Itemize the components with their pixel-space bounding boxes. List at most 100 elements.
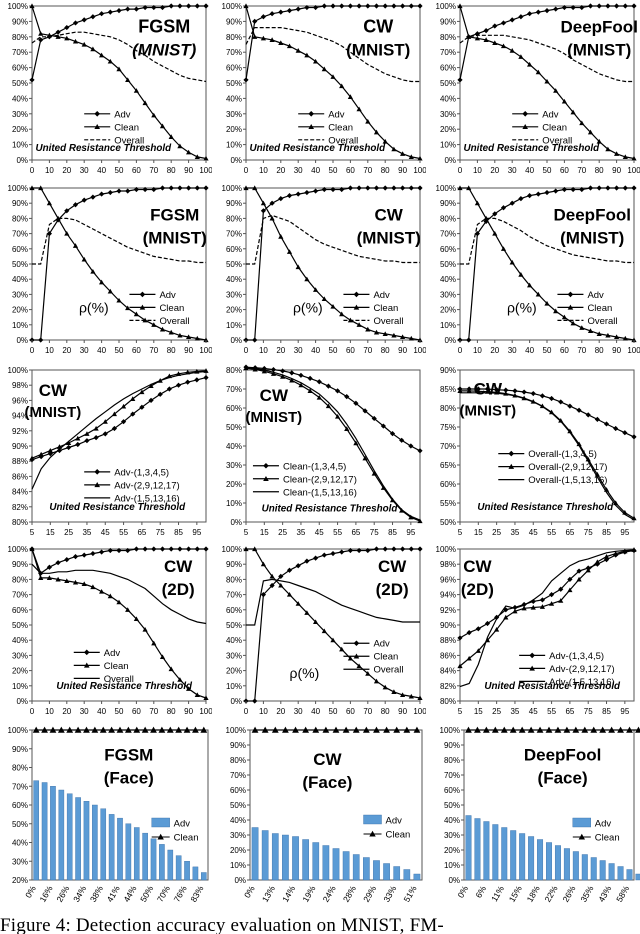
y-tick-label: 0% xyxy=(230,518,242,527)
chart-subtitle: (MNIST) xyxy=(567,40,631,59)
series-2-point xyxy=(535,69,541,75)
x-tick-label: 100 xyxy=(199,346,212,355)
series-1-point xyxy=(356,185,362,191)
y-tick-label: 100% xyxy=(8,184,28,193)
series-2-point xyxy=(475,388,481,394)
series-2-point xyxy=(64,231,70,236)
y-axis: 0% 10% 20% 30% 40% 50% 60% 70% 80% 90% 100% xyxy=(440,726,464,885)
series-1-point xyxy=(295,563,301,569)
series-1-point xyxy=(373,185,380,191)
y-tick-label: 10% xyxy=(226,682,242,691)
series-1-point xyxy=(177,546,183,552)
series-2-point xyxy=(334,413,341,419)
chart-title: CW xyxy=(378,557,407,576)
chart-subtitle: (MNIST) xyxy=(132,40,197,59)
clean-point xyxy=(99,726,107,733)
clean-point xyxy=(91,726,99,733)
series-2-point xyxy=(243,3,249,9)
x-axis: 0 10 20 30 40 50 60 70 80 90 100 xyxy=(244,340,426,355)
legend-label: Adv xyxy=(373,639,390,650)
x-axis: 5 15 25 35 45 55 65 75 85 95 xyxy=(30,522,202,537)
y-tick-label: 10% xyxy=(440,141,456,150)
x-tick-label: 10 xyxy=(259,166,268,175)
y-tick-label: 30% xyxy=(440,110,456,119)
clean-point xyxy=(66,726,74,733)
x-tick-label: 16% xyxy=(38,884,55,904)
y-tick-label: 86% xyxy=(12,472,28,481)
bar xyxy=(50,786,56,881)
chart-panel-11: 0% 10% 20% 30% 40% 50% 60% 70% 80% 90% 100% 0 10 20 30… xyxy=(214,543,426,721)
series-2-point xyxy=(194,335,200,341)
series-1-point xyxy=(548,592,555,598)
x-tick-label: 95 xyxy=(620,707,629,716)
bar xyxy=(322,845,330,881)
series-1-point xyxy=(544,8,550,14)
series-2-point xyxy=(81,41,87,47)
series-1-point xyxy=(408,546,414,552)
series-2-point xyxy=(567,587,573,593)
series-1-point xyxy=(605,3,611,9)
clean-point xyxy=(261,726,269,733)
x-tick-label: 80 xyxy=(167,166,176,175)
x-tick-label: 80 xyxy=(381,166,390,175)
series-line-3 xyxy=(460,392,635,521)
y-tick-label: 50% xyxy=(12,621,28,630)
x-tick-label: 65 xyxy=(137,528,146,537)
legend-marker xyxy=(139,291,146,298)
chart-subtitle: (MNIST) xyxy=(25,404,82,421)
series-1-point xyxy=(334,388,341,394)
clean-point xyxy=(500,726,508,733)
series-2-point xyxy=(107,593,113,599)
y-tick-label: 90% xyxy=(226,17,242,26)
y-tick-label: 100% xyxy=(8,545,28,554)
y-tick-label: 84% xyxy=(440,667,456,676)
series-2-point xyxy=(47,447,53,453)
series-group xyxy=(29,3,209,161)
series-2-point xyxy=(64,35,70,41)
y-tick-label: 10% xyxy=(444,861,460,870)
clean-point xyxy=(465,726,472,733)
series-2-point xyxy=(64,578,70,583)
series-2-point xyxy=(295,264,301,270)
clean-point xyxy=(617,726,624,733)
legend-label: Adv-(1,5,13,16) xyxy=(114,493,179,504)
series-2-point xyxy=(570,320,576,326)
y-tick-label: 98% xyxy=(440,560,456,569)
legend-label: Overall xyxy=(373,665,403,676)
y-tick-label: 30% xyxy=(226,290,242,299)
series-2-point xyxy=(269,573,275,579)
clean-point xyxy=(491,726,499,733)
series-group xyxy=(29,546,209,701)
x-tick-label: 30 xyxy=(294,166,303,175)
y-axis: 0% 10% 20% 30% 40% 50% 60% 70% 80% 90% 100% xyxy=(226,726,250,885)
series-1-point xyxy=(509,200,515,206)
bar xyxy=(537,839,544,881)
series-1-point xyxy=(203,3,209,9)
series-1-point xyxy=(330,186,336,193)
series-2-point xyxy=(614,334,620,340)
series-2-point xyxy=(116,297,122,303)
x-axis-caption: ρ(%) xyxy=(290,665,320,681)
x-tick-label: 50 xyxy=(115,166,124,175)
x-axis-caption: United Resistance Threshold xyxy=(35,143,172,154)
series-2-point xyxy=(347,94,353,99)
bar xyxy=(563,848,570,881)
x-axis-caption: United Resistance Threshold xyxy=(56,681,193,692)
x-tick-label: 70 xyxy=(363,166,372,175)
series-1-point xyxy=(313,555,319,561)
y-tick-label: 40% xyxy=(12,636,28,645)
series-1-point xyxy=(81,197,87,203)
bar xyxy=(117,817,123,881)
x-tick-label: 19% xyxy=(300,884,317,904)
series-2-point xyxy=(325,403,332,409)
legend-label: Adv xyxy=(587,290,604,301)
x-tick-label: 0 xyxy=(30,707,35,716)
clean-point xyxy=(362,726,370,733)
x-tick-label: 40 xyxy=(97,707,106,716)
series-1-point xyxy=(558,399,564,405)
series-2-point xyxy=(99,52,105,58)
y-tick-label: 10% xyxy=(230,861,246,870)
x-tick-label: 20 xyxy=(276,166,285,175)
legend-label: Clean xyxy=(114,122,139,133)
y-tick-label: 50% xyxy=(444,801,460,810)
